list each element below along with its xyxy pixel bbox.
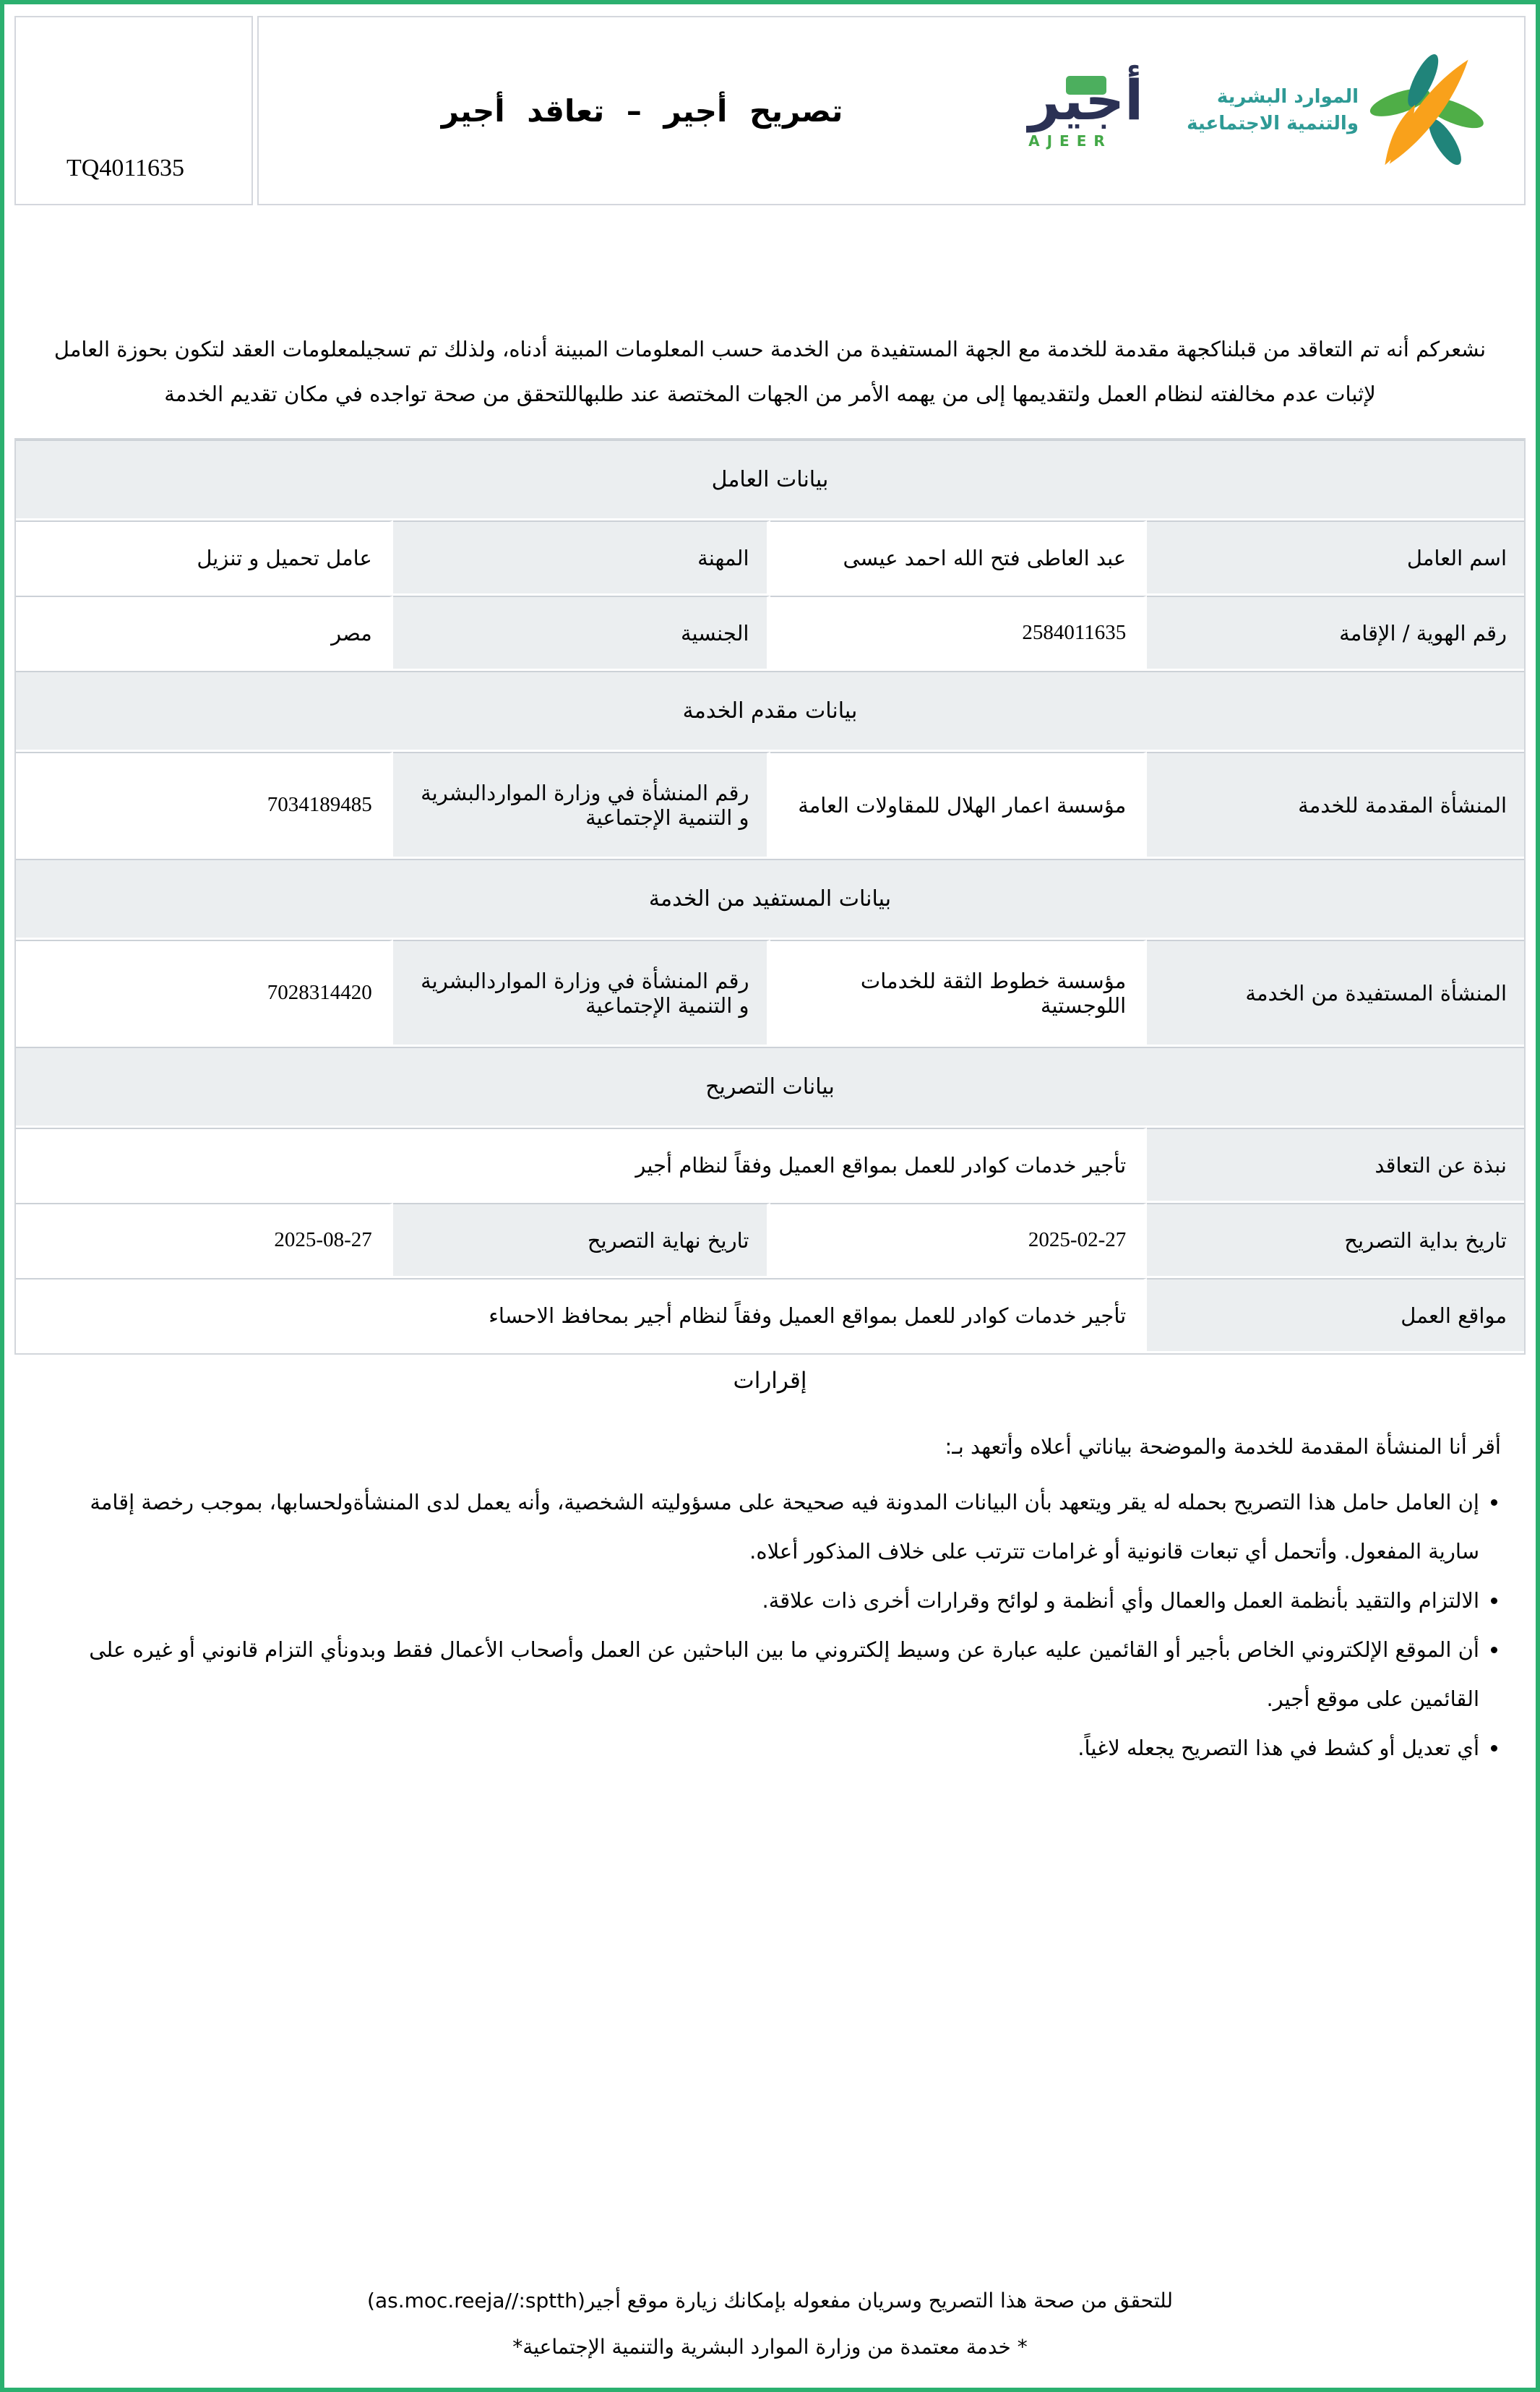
id-number-label: رقم الهوية / الإقامة — [1147, 596, 1524, 671]
ajeer-logo: أجير AJEER — [1028, 72, 1162, 150]
table-row: نبذة عن التعاقد تأجير خدمات كوادر للعمل … — [16, 1128, 1524, 1203]
provider-name-label: المنشأة المقدمة للخدمة — [1147, 752, 1524, 859]
permit-info-table: بيانات العامل اسم العامل عبد العاطى فتح … — [14, 438, 1526, 1355]
ministry-logo-text: الموارد البشرية والتنمية الاجتماعية — [1187, 84, 1359, 137]
declarations-title: إقرارات — [733, 1368, 807, 1394]
start-date-value: 2025-02-27 — [770, 1203, 1148, 1278]
worker-name-value: عبد العاطى فتح الله احمد عيسى — [770, 520, 1148, 596]
section-header-worker: بيانات العامل — [16, 440, 1524, 520]
profession-label: المهنة — [392, 520, 770, 596]
work-locations-label: مواقع العمل — [1147, 1278, 1524, 1353]
table-row: المنشأة المقدمة للخدمة مؤسسة اعمار الهلا… — [16, 752, 1524, 859]
beneficiary-number-value: 7028314420 — [16, 940, 393, 1047]
work-locations-value: تأجير خدمات كوادر للعمل بمواقع العميل وف… — [16, 1278, 1148, 1353]
ajeer-logo-green-block — [1066, 76, 1107, 95]
intro-paragraph: نشعركم أنه تم التعاقد من قبلناكجهة مقدمة… — [53, 337, 1487, 406]
declaration-item: أن الموقع الإلكتروني الخاص بأجير أو القا… — [58, 1625, 1479, 1723]
start-date-label: تاريخ بداية التصريح — [1147, 1203, 1524, 1278]
declaration-item: الالتزام والتقيد بأنظمة العمل والعمال وأ… — [58, 1576, 1480, 1625]
contract-summary-label: نبذة عن التعاقد — [1147, 1128, 1524, 1203]
section-header-permit-label: بيانات التصريح — [16, 1047, 1524, 1128]
table-row: مواقع العمل تأجير خدمات كوادر للعمل بموا… — [16, 1278, 1524, 1353]
document-footer: للتحقق من صحة هذا التصريح وسريان مفعوله … — [14, 2278, 1526, 2370]
ajeer-logo-arabic: أجير — [1028, 68, 1144, 133]
ministry-logo-line2: والتنمية الاجتماعية — [1187, 113, 1359, 134]
table-row: رقم الهوية / الإقامة 2584011635 الجنسية … — [16, 596, 1524, 671]
title-area: تصريح أجير – تعاقد أجير — [280, 93, 1004, 129]
table-row: المنشأة المستفيدة من الخدمة مؤسسة خطوط ا… — [16, 940, 1524, 1047]
ministry-logo: الموارد البشرية والتنمية الاجتماعية — [1187, 53, 1484, 168]
header-title-box: الموارد البشرية والتنمية الاجتماعية أجير… — [257, 16, 1526, 205]
section-header-provider-label: بيانات مقدم الخدمة — [16, 671, 1524, 752]
table-row: تاريخ بداية التصريح 2025-02-27 تاريخ نها… — [16, 1203, 1524, 1278]
section-header-permit: بيانات التصريح — [16, 1047, 1524, 1128]
provider-number-label: رقم المنشأة في وزارة المواردالبشرية و ال… — [392, 752, 770, 859]
ministry-palm-icon — [1369, 54, 1484, 166]
end-date-label: تاريخ نهاية التصريح — [392, 1203, 770, 1278]
nationality-value: مصر — [16, 596, 393, 671]
table-row: اسم العامل عبد العاطى فتح الله احمد عيسى… — [16, 520, 1524, 596]
document-header: الموارد البشرية والتنمية الاجتماعية أجير… — [14, 16, 1526, 205]
section-header-worker-label: بيانات العامل — [16, 440, 1524, 520]
nationality-label: الجنسية — [392, 596, 770, 671]
end-date-value: 2025-08-27 — [16, 1203, 393, 1278]
ajeer-logo-latin: AJEER — [1028, 132, 1112, 150]
footer-verify-line: للتحقق من صحة هذا التصريح وسريان مفعوله … — [367, 2289, 1173, 2312]
beneficiary-name-label: المنشأة المستفيدة من الخدمة — [1147, 940, 1524, 1047]
provider-number-value: 7034189485 — [16, 752, 393, 859]
declaration-item: أي تعديل أو كشط في هذا التصريح يجعله لاغ… — [58, 1723, 1479, 1772]
section-header-beneficiary-label: بيانات المستفيد من الخدمة — [16, 859, 1524, 940]
contract-summary-value: تأجير خدمات كوادر للعمل بمواقع العميل وف… — [16, 1128, 1148, 1203]
permit-number-box: TQ4011635 — [14, 16, 253, 205]
section-header-beneficiary: بيانات المستفيد من الخدمة — [16, 859, 1524, 940]
beneficiary-number-label: رقم المنشأة في وزارة المواردالبشرية و ال… — [392, 940, 770, 1047]
declaration-item: إن العامل حامل هذا التصريح بحمله له يقر … — [58, 1478, 1479, 1576]
ministry-logo-line1: الموارد البشرية — [1216, 86, 1359, 108]
provider-name-value: مؤسسة اعمار الهلال للمقاولات العامة — [770, 752, 1148, 859]
permit-number: TQ4011635 — [66, 155, 185, 181]
worker-name-label: اسم العامل — [1147, 520, 1524, 596]
id-number-value: 2584011635 — [770, 596, 1148, 671]
footer-approved-line: * خدمة معتمدة من وزارة الموارد البشرية و… — [512, 2335, 1028, 2359]
declarations-list: إن العامل حامل هذا التصريح بحمله له يقر … — [58, 1478, 1501, 1772]
section-header-provider: بيانات مقدم الخدمة — [16, 671, 1524, 752]
beneficiary-name-value: مؤسسة خطوط الثقة للخدمات اللوجستية — [770, 940, 1148, 1047]
profession-value: عامل تحميل و تنزيل — [16, 520, 393, 596]
page-title: تصريح أجير – تعاقد أجير — [441, 93, 843, 129]
declarations-intro: أقر أنا المنشأة المقدمة للخدمة والموضحة … — [945, 1434, 1501, 1459]
